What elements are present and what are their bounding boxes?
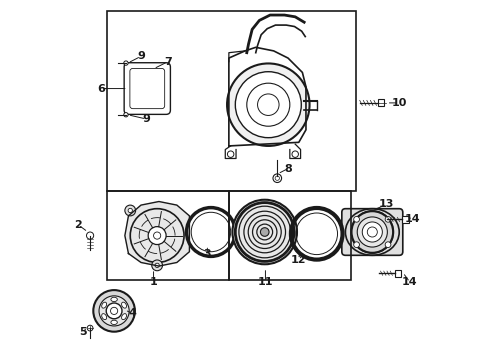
Text: 5: 5	[79, 327, 87, 337]
Circle shape	[260, 228, 269, 236]
Ellipse shape	[122, 314, 126, 320]
Text: 14: 14	[402, 277, 418, 287]
Text: 11: 11	[258, 277, 273, 287]
Circle shape	[273, 174, 282, 183]
Bar	[107, 12, 356, 191]
Text: 2: 2	[74, 220, 82, 230]
Polygon shape	[125, 202, 190, 266]
Ellipse shape	[111, 297, 117, 302]
Circle shape	[351, 211, 393, 253]
Circle shape	[232, 200, 297, 264]
Circle shape	[125, 205, 136, 216]
Circle shape	[354, 216, 360, 222]
Circle shape	[362, 222, 382, 242]
Ellipse shape	[122, 302, 126, 308]
Text: 13: 13	[379, 199, 394, 210]
Circle shape	[292, 151, 298, 157]
Text: 8: 8	[284, 163, 292, 174]
Circle shape	[362, 221, 383, 243]
Text: 4: 4	[128, 309, 136, 318]
Circle shape	[152, 260, 163, 271]
Text: 10: 10	[392, 98, 407, 108]
Text: 12: 12	[290, 255, 306, 265]
Circle shape	[227, 63, 310, 146]
Circle shape	[385, 242, 391, 248]
Bar	[229, 191, 351, 280]
Bar	[402, 216, 409, 223]
Text: 9: 9	[137, 51, 145, 61]
Circle shape	[87, 325, 93, 331]
Circle shape	[356, 216, 389, 248]
Circle shape	[227, 151, 234, 157]
Text: 6: 6	[98, 84, 105, 94]
Circle shape	[351, 211, 393, 253]
Circle shape	[155, 263, 159, 267]
FancyBboxPatch shape	[342, 209, 403, 255]
Text: 7: 7	[164, 57, 172, 67]
Circle shape	[93, 290, 135, 332]
Text: 9: 9	[143, 114, 150, 124]
Text: 14: 14	[405, 215, 420, 224]
FancyBboxPatch shape	[124, 63, 171, 114]
Circle shape	[124, 61, 128, 65]
Text: 3: 3	[203, 248, 211, 258]
Ellipse shape	[102, 314, 107, 320]
Bar	[378, 99, 384, 107]
Circle shape	[128, 208, 132, 213]
Circle shape	[148, 226, 166, 244]
Circle shape	[385, 216, 391, 222]
Circle shape	[99, 296, 129, 326]
Circle shape	[87, 232, 94, 239]
Circle shape	[235, 72, 301, 138]
Bar	[107, 191, 229, 280]
Circle shape	[124, 113, 128, 117]
Circle shape	[106, 303, 122, 319]
Circle shape	[354, 242, 360, 248]
Bar	[395, 270, 401, 277]
Ellipse shape	[111, 320, 117, 324]
Text: 1: 1	[149, 277, 157, 287]
Ellipse shape	[102, 302, 107, 308]
Circle shape	[357, 217, 388, 247]
